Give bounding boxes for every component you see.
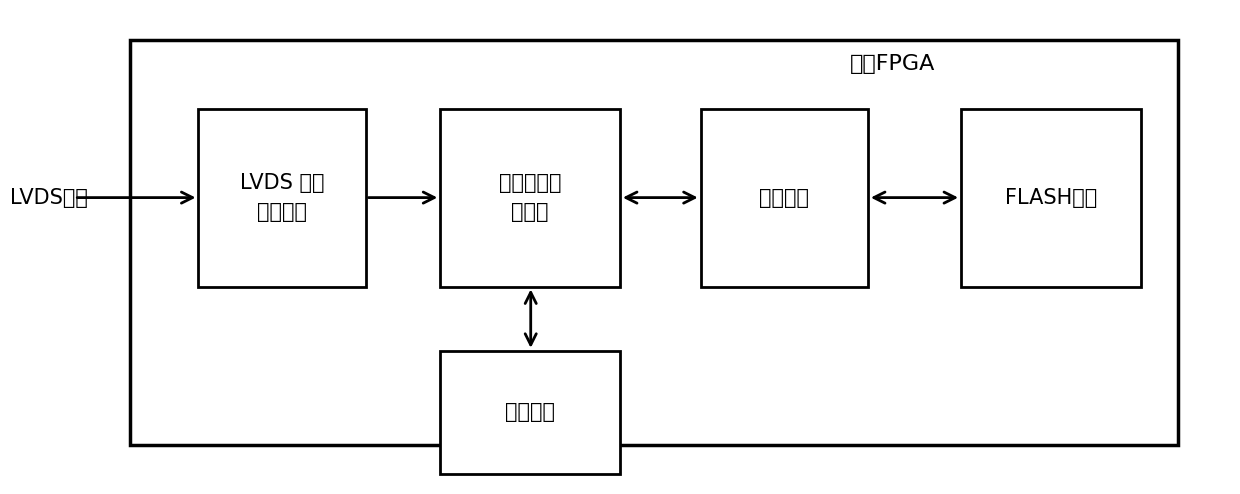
Text: FLASH芯片: FLASH芯片 <box>1004 188 1097 207</box>
Bar <box>440 109 620 287</box>
Text: 内存控制逻
辑模块: 内存控制逻 辑模块 <box>498 173 562 222</box>
Text: LVDS信号: LVDS信号 <box>10 188 88 207</box>
Bar <box>130 40 1178 445</box>
Text: 第二FPGA: 第二FPGA <box>851 54 935 74</box>
Text: 第二内存: 第二内存 <box>505 403 556 422</box>
Bar <box>198 109 366 287</box>
Bar <box>440 351 620 474</box>
Text: LVDS 信号
接收模块: LVDS 信号 接收模块 <box>239 173 325 222</box>
Text: 升级模块: 升级模块 <box>759 188 810 207</box>
Bar <box>961 109 1141 287</box>
Bar <box>701 109 868 287</box>
